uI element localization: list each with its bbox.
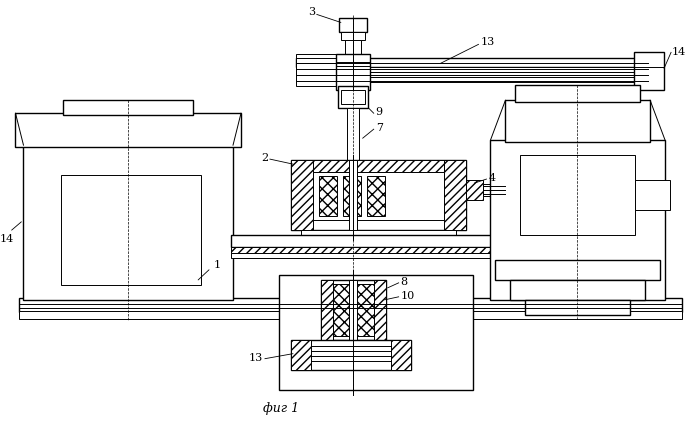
Bar xyxy=(231,247,526,253)
Text: 1: 1 xyxy=(214,260,221,270)
Bar xyxy=(510,280,645,300)
Bar xyxy=(634,52,664,90)
Bar xyxy=(526,300,630,315)
Bar xyxy=(296,67,648,73)
Bar xyxy=(339,18,367,32)
Text: 4: 4 xyxy=(489,173,496,183)
Bar xyxy=(231,235,526,247)
Bar xyxy=(341,90,365,104)
Bar xyxy=(374,280,386,340)
Bar xyxy=(296,59,648,67)
Text: 2: 2 xyxy=(261,153,268,163)
Bar xyxy=(345,40,361,59)
Bar xyxy=(64,100,193,115)
Text: 3: 3 xyxy=(308,8,315,17)
Bar xyxy=(332,284,374,336)
Bar xyxy=(291,160,466,230)
Text: 8: 8 xyxy=(400,277,408,287)
Bar xyxy=(62,175,201,285)
Bar xyxy=(484,184,505,196)
Bar xyxy=(306,238,451,244)
Bar xyxy=(296,73,648,77)
Bar xyxy=(367,176,385,216)
Bar xyxy=(325,284,382,336)
Bar xyxy=(291,160,313,230)
Bar xyxy=(321,280,386,340)
Bar xyxy=(346,108,358,213)
Bar xyxy=(24,145,233,300)
Bar xyxy=(336,54,370,90)
Bar xyxy=(349,160,357,236)
Text: 7: 7 xyxy=(376,123,383,133)
Text: 13: 13 xyxy=(480,37,495,47)
Bar xyxy=(520,155,635,235)
Bar xyxy=(301,230,456,238)
Bar xyxy=(635,180,670,210)
Bar xyxy=(20,311,682,319)
Bar xyxy=(321,280,332,340)
Bar xyxy=(296,59,356,63)
Bar xyxy=(313,172,444,220)
Text: фиг 1: фиг 1 xyxy=(263,402,299,415)
Bar xyxy=(349,280,357,370)
Bar xyxy=(391,340,411,370)
Bar xyxy=(296,54,356,86)
Text: 10: 10 xyxy=(400,291,415,301)
Bar xyxy=(496,260,660,280)
Bar xyxy=(343,176,360,216)
Bar xyxy=(291,340,311,370)
Text: 14: 14 xyxy=(0,234,13,244)
Bar xyxy=(491,140,665,300)
Bar xyxy=(231,253,526,258)
Text: 9: 9 xyxy=(376,107,383,117)
Bar xyxy=(466,180,484,200)
Bar xyxy=(296,77,648,82)
Bar xyxy=(20,298,682,312)
Bar xyxy=(341,32,365,40)
Bar xyxy=(291,340,411,370)
Bar xyxy=(338,86,368,108)
Text: 13: 13 xyxy=(248,353,263,363)
Bar xyxy=(515,85,640,102)
Bar xyxy=(318,176,337,216)
Bar xyxy=(279,275,473,390)
Bar xyxy=(505,100,650,142)
Bar xyxy=(444,160,466,230)
Text: 14: 14 xyxy=(672,47,686,57)
Bar xyxy=(313,160,444,172)
Bar xyxy=(15,113,241,147)
